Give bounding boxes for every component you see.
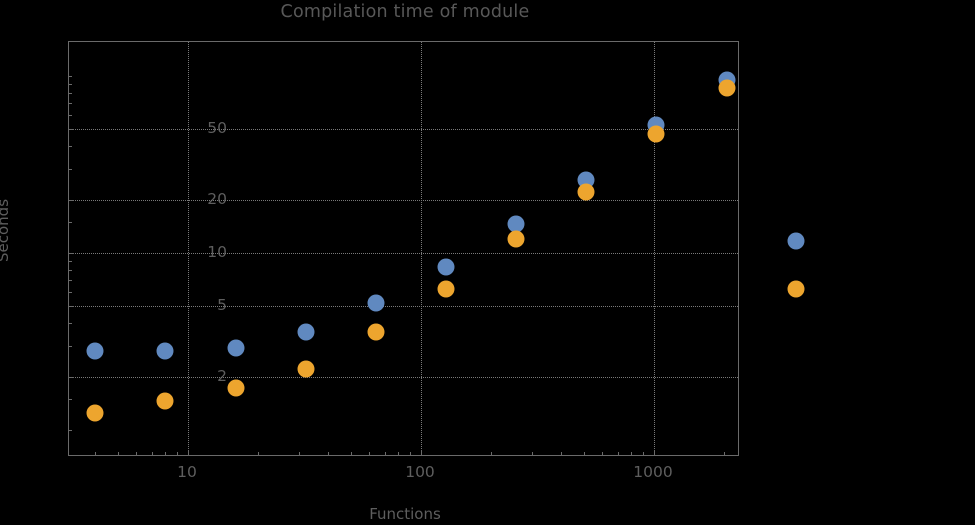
y-axis-minor-tick	[69, 146, 72, 148]
x-axis-minor-tick	[95, 452, 97, 455]
grid-line-horizontal	[69, 199, 738, 201]
x-axis-minor-tick	[583, 452, 585, 455]
data-point	[577, 183, 595, 201]
x-axis-minor-tick	[410, 452, 412, 455]
grid-line-horizontal	[69, 253, 738, 254]
x-axis-minor-tick	[617, 452, 619, 455]
y-axis-tick	[69, 306, 74, 308]
y-axis-minor-tick	[69, 280, 72, 282]
y-axis-minor-tick	[69, 345, 72, 347]
y-axis-minor-tick	[69, 270, 72, 272]
x-axis-tick	[421, 450, 422, 455]
y-axis-tick-label: 10	[207, 243, 227, 261]
y-axis-minor-tick	[69, 323, 72, 325]
y-axis-minor-tick	[69, 398, 72, 400]
x-axis-minor-tick	[532, 452, 534, 455]
x-axis-minor-tick	[136, 452, 138, 455]
x-axis-minor-tick	[561, 452, 563, 455]
data-point	[718, 79, 736, 97]
grid-line-horizontal	[69, 306, 738, 308]
x-axis-minor-tick	[724, 452, 726, 455]
x-axis-minor-tick	[398, 452, 400, 455]
data-point	[787, 280, 805, 298]
grid-line-vertical	[188, 42, 189, 455]
x-axis-label: Functions	[369, 505, 441, 523]
chart-title: Compilation time of module	[280, 2, 530, 22]
y-axis-minor-tick	[69, 168, 72, 170]
data-point	[437, 280, 455, 298]
grid-line-horizontal	[69, 129, 738, 131]
x-axis-tick-label: 10	[177, 463, 197, 481]
y-axis-minor-tick	[69, 292, 72, 294]
data-point	[86, 404, 104, 422]
y-axis-tick	[69, 253, 74, 254]
data-point	[577, 171, 595, 189]
x-axis-minor-tick	[643, 452, 645, 455]
data-point	[507, 230, 525, 248]
x-axis-tick	[654, 450, 655, 455]
data-point	[297, 360, 315, 378]
x-axis-minor-tick	[384, 452, 386, 455]
x-axis-minor-tick	[491, 452, 493, 455]
x-axis-minor-tick	[177, 452, 179, 455]
x-axis-minor-tick	[350, 452, 352, 455]
y-axis-tick-label: 5	[217, 296, 227, 315]
y-axis-minor-tick	[69, 261, 72, 263]
x-axis-minor-tick	[631, 452, 633, 455]
y-axis-minor-tick	[69, 93, 72, 95]
data-point	[156, 342, 174, 360]
x-axis-minor-tick	[299, 452, 301, 455]
plot-area	[68, 41, 739, 456]
y-axis-minor-tick	[69, 221, 72, 223]
y-axis-tick	[69, 199, 74, 201]
data-point	[367, 323, 385, 341]
y-axis-tick	[69, 129, 74, 131]
y-axis-minor-tick	[69, 115, 72, 117]
data-point	[787, 232, 805, 250]
data-point	[86, 342, 104, 360]
grid-line-horizontal	[69, 376, 738, 378]
data-point	[227, 339, 245, 357]
x-axis-minor-tick	[602, 452, 604, 455]
y-axis-minor-tick	[69, 76, 72, 77]
data-point	[507, 215, 525, 233]
data-point	[297, 323, 315, 341]
y-axis-minor-tick	[69, 430, 72, 431]
y-axis-tick-label: 20	[207, 189, 227, 208]
x-axis-minor-tick	[258, 452, 260, 455]
data-point	[227, 379, 245, 397]
data-point	[437, 258, 455, 276]
x-axis-minor-tick	[369, 452, 371, 455]
y-axis-label: Seconds	[0, 198, 12, 262]
x-axis-minor-tick	[165, 452, 167, 455]
y-axis-minor-tick	[69, 103, 72, 105]
x-axis-tick	[188, 450, 189, 455]
y-axis-tick-label: 50	[207, 119, 227, 138]
y-axis-tick-label: 2	[217, 366, 227, 385]
x-axis-tick-label: 100	[405, 463, 435, 481]
data-point	[647, 125, 665, 143]
x-axis-tick-label: 1000	[633, 463, 673, 481]
grid-line-vertical	[654, 42, 655, 455]
y-axis-tick	[69, 376, 74, 378]
data-point	[156, 392, 174, 410]
x-axis-minor-tick	[151, 452, 153, 455]
x-axis-minor-tick	[117, 452, 119, 455]
y-axis-minor-tick	[69, 84, 72, 86]
grid-line-vertical	[421, 42, 422, 455]
x-axis-minor-tick	[328, 452, 330, 455]
data-point	[367, 294, 385, 312]
